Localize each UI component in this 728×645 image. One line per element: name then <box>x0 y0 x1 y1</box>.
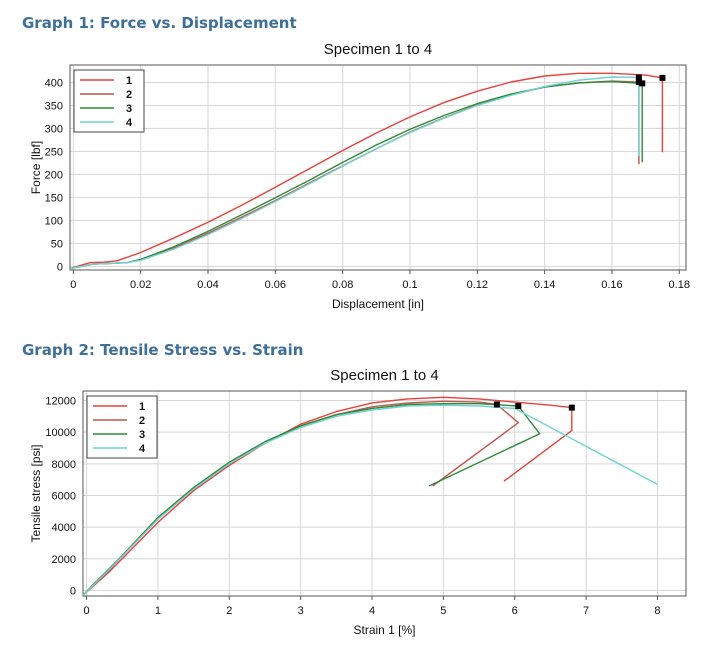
series-2-endpoint-marker <box>493 401 500 408</box>
x-tick-label: 4 <box>369 605 375 617</box>
y-tick-label: 150 <box>45 192 63 204</box>
x-axis-label: Strain 1 [%] <box>353 623 415 637</box>
chart-title: Specimen 1 to 4 <box>330 367 438 384</box>
y-tick-label: 4000 <box>52 522 76 534</box>
legend-label-3: 3 <box>139 429 145 441</box>
legend-label-2: 2 <box>126 89 132 101</box>
x-tick-label: 0.02 <box>130 279 151 291</box>
y-tick-label: 200 <box>45 169 63 181</box>
plot-area-frame <box>69 64 687 271</box>
y-axis-label: Force [lbf] <box>29 141 43 194</box>
plot-area-frame <box>82 390 687 597</box>
y-tick-label: 250 <box>45 146 63 158</box>
x-tick-label: 6 <box>512 605 518 617</box>
y-tick-label: 400 <box>45 77 63 89</box>
x-tick-label: 0.16 <box>601 279 622 291</box>
y-tick-label: 0 <box>57 261 63 273</box>
x-tick-label: 0.12 <box>467 279 488 291</box>
x-tick-label: 0.14 <box>534 279 555 291</box>
x-axis-label: Displacement [in] <box>332 297 424 311</box>
series-2-endpoint-marker <box>635 79 642 86</box>
x-tick-label: 0.06 <box>265 279 286 291</box>
x-tick-label: 1 <box>155 605 161 617</box>
x-tick-label: 3 <box>298 605 304 617</box>
x-tick-label: 2 <box>226 605 232 617</box>
series-1-endpoint-marker <box>568 404 575 411</box>
x-tick-label: 0.18 <box>669 279 690 291</box>
series-3-line <box>69 80 643 270</box>
y-axis-label: Tensile stress [psi] <box>29 444 43 542</box>
legend-label-1: 1 <box>139 401 145 413</box>
x-tick-label: 0 <box>84 605 90 617</box>
y-tick-label: 12000 <box>45 395 76 407</box>
series-1-line <box>82 396 573 596</box>
series-1-endpoint-marker <box>659 74 666 81</box>
x-tick-label: 0 <box>70 279 76 291</box>
graph1-heading: Graph 1: Force vs. Displacement <box>22 14 297 32</box>
series-4-endpoint-marker <box>635 74 642 81</box>
x-tick-label: 0.08 <box>332 279 353 291</box>
series-3-endpoint-marker <box>639 80 646 87</box>
y-tick-label: 100 <box>45 215 63 227</box>
x-tick-label: 5 <box>440 605 446 617</box>
series-4-line <box>82 404 658 596</box>
stress-strain-chart: Specimen 1 to 4 0 1 2 3 4 5 6 7 8 0 2000 4000 6000 800… <box>29 367 687 637</box>
y-tick-label: 0 <box>70 585 76 597</box>
y-tick-label: 6000 <box>52 490 76 502</box>
x-tick-label: 0.04 <box>197 279 218 291</box>
series-4-line <box>69 76 640 270</box>
legend-label-3: 3 <box>126 103 132 115</box>
legend-label-1: 1 <box>126 75 132 87</box>
force-displacement-chart: Specimen 1 to 4 0 0.02 0.04 0.06 0.08 0.1 0.12 0… <box>29 41 690 311</box>
series-1-line <box>69 72 664 270</box>
y-tick-label: 50 <box>51 238 63 250</box>
x-tick-label: 7 <box>583 605 589 617</box>
legend-label-2: 2 <box>139 415 145 427</box>
y-tick-label: 2000 <box>52 554 76 566</box>
x-tick-label: 8 <box>654 605 660 617</box>
y-tick-label: 350 <box>45 100 63 112</box>
y-tick-label: 8000 <box>52 459 76 471</box>
series-3-endpoint-marker <box>515 403 522 410</box>
y-tick-label: 10000 <box>45 427 76 439</box>
graph2-heading: Graph 2: Tensile Stress vs. Strain <box>22 341 304 359</box>
x-tick-label: 0.1 <box>402 279 417 291</box>
legend-label-4: 4 <box>139 443 146 455</box>
legend-label-4: 4 <box>126 117 133 129</box>
y-tick-label: 300 <box>45 123 63 135</box>
chart-title: Specimen 1 to 4 <box>324 41 432 58</box>
